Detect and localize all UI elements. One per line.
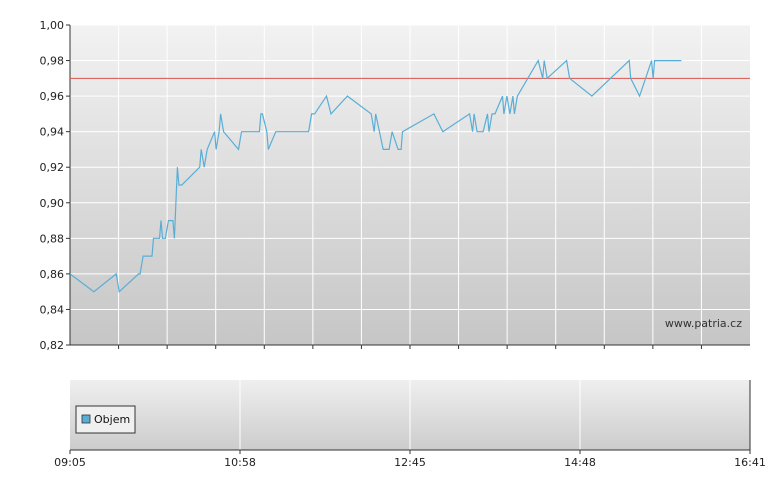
y-tick-label: 0,82 [40,339,65,352]
volume-grid [239,380,751,454]
series-line-price [69,59,682,293]
y-tick-label: 0,94 [40,126,65,139]
y-tick-label: 0,96 [40,90,65,103]
y-tick-label: 1,00 [40,19,65,32]
legend-swatch [81,414,91,424]
price-x-ticks [118,345,702,349]
volume-legend: Objem [75,405,136,434]
x-tick-label: 14:48 [564,456,596,469]
x-tick-label: 16:41 [734,456,766,469]
price-panel: 0,82 0,84 0,86 0,88 0,90 0,92 0,94 0,96 0,98 1,00… [40,19,750,352]
legend-label: Objem [94,413,130,426]
y-tick-label: 0,86 [40,268,65,281]
watermark: www.patria.cz [665,317,742,330]
y-tick-label: 0,92 [40,161,65,174]
x-tick-label: 09:05 [54,456,86,469]
volume-panel: 09:05 10:58 12:45 14:48 16:41 Objem [54,380,766,469]
y-tick-label: 0,88 [40,232,65,245]
x-tick-label: 12:45 [394,456,426,469]
x-tick-label: 10:58 [224,456,256,469]
y-tick-label: 0,90 [40,197,65,210]
y-tick-label: 0,98 [40,55,65,68]
volume-x-axis: 09:05 10:58 12:45 14:48 16:41 [54,450,766,469]
price-grid [70,24,750,346]
y-tick-label: 0,84 [40,303,65,316]
price-y-axis: 0,82 0,84 0,86 0,88 0,90 0,92 0,94 0,96 0,98 1,00 [40,19,70,352]
